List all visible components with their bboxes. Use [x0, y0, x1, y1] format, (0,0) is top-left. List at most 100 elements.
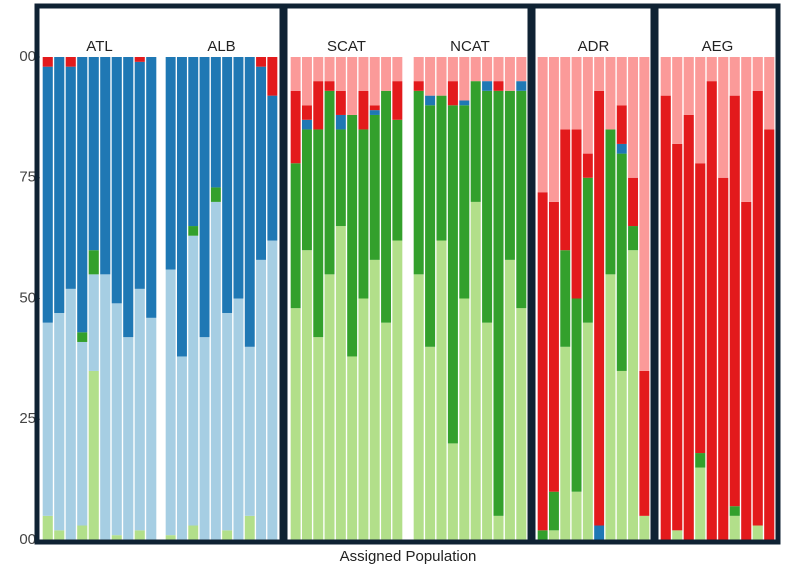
bar-segment — [493, 81, 504, 91]
bar-segment — [660, 57, 671, 96]
bar-segment — [695, 57, 706, 164]
bar-segment — [267, 57, 278, 96]
bar-segment — [111, 303, 122, 536]
bar-segment — [447, 105, 458, 444]
bar-segment — [548, 491, 559, 531]
bar-segment — [347, 57, 358, 115]
bar-segment — [628, 226, 639, 251]
panel-label: ALB — [207, 38, 235, 55]
bar-segment — [729, 95, 740, 507]
bar-segment — [65, 66, 76, 289]
bar-segment — [244, 346, 255, 516]
bar-segment — [324, 274, 335, 540]
bar-segment — [764, 57, 775, 130]
bar-segment — [210, 201, 221, 540]
bar-segment — [718, 57, 729, 178]
bar-segment — [392, 81, 403, 120]
bar-segment — [42, 515, 53, 540]
bar-segment — [594, 525, 605, 540]
bar-segment — [301, 119, 312, 130]
bar-segment — [571, 491, 582, 540]
bar-segment — [548, 57, 559, 202]
bar-segment — [571, 57, 582, 130]
bar-segment — [335, 114, 346, 130]
bar-segment — [459, 105, 470, 299]
y-tick-label: 00 — [19, 531, 36, 548]
bar-segment — [628, 177, 639, 227]
bar-segment — [146, 317, 157, 540]
bar-segment — [358, 298, 369, 540]
bar-segment — [571, 129, 582, 299]
bar-segment — [335, 226, 346, 541]
bar-segment — [729, 515, 740, 540]
bar-segment — [672, 530, 683, 540]
bar-segment — [741, 57, 752, 202]
bar-segment — [628, 250, 639, 540]
bar-segment — [560, 250, 571, 347]
bar-segment — [335, 90, 346, 115]
bar-segment — [695, 467, 706, 540]
bar-segment — [313, 81, 324, 130]
panel-box — [653, 3, 781, 545]
bar-segment — [176, 57, 187, 357]
bar-segment — [616, 105, 627, 144]
bar-segment — [54, 312, 65, 531]
bar-segment — [413, 90, 424, 275]
bar-segment — [267, 95, 278, 241]
bar-segment — [482, 90, 493, 323]
bar-segment — [222, 530, 233, 540]
bar-segment — [54, 57, 65, 313]
bar-segment — [222, 312, 233, 531]
bar-segment — [369, 57, 380, 106]
bar-segment — [683, 57, 694, 115]
bar-segment — [425, 57, 436, 96]
bar-segment — [77, 341, 88, 526]
bar-segment — [470, 201, 481, 540]
panel-box — [34, 3, 285, 545]
bar-segment — [582, 177, 593, 323]
bar-segment — [369, 114, 380, 260]
bar-segment — [482, 322, 493, 540]
bar-segment — [639, 57, 650, 371]
bar-segment — [233, 57, 244, 299]
panel-label: AEG — [702, 38, 734, 55]
bar-segment — [413, 57, 424, 82]
bar-segment — [516, 57, 527, 82]
bar-segment — [695, 163, 706, 454]
bar-segment — [605, 57, 616, 130]
bar-segment — [210, 187, 221, 202]
panel-label: ADR — [578, 38, 610, 55]
bar-segment — [290, 163, 301, 309]
bar-segment — [447, 57, 458, 82]
bar-segment — [165, 269, 176, 536]
bar-segment — [290, 57, 301, 91]
bar-segment — [447, 81, 458, 106]
bar-segment — [470, 57, 481, 82]
bar-segment — [233, 298, 244, 540]
bar-segment — [111, 535, 122, 540]
bar-segment — [335, 57, 346, 91]
bar-segment — [134, 288, 145, 531]
bar-segment — [660, 95, 671, 540]
bar-segment — [77, 525, 88, 540]
bar-segment — [88, 57, 99, 251]
bar-segment — [347, 356, 358, 540]
bar-segment — [100, 274, 111, 540]
bar-segment — [516, 90, 527, 309]
bar-segment — [54, 530, 65, 540]
bar-segment — [381, 57, 392, 91]
bar-segment — [65, 57, 76, 67]
bar-segment — [436, 57, 447, 96]
bar-segment — [470, 81, 481, 202]
bar-segment — [482, 81, 493, 91]
bar-segment — [436, 240, 447, 541]
y-tick-label: 75 — [19, 169, 36, 186]
bar-segment — [369, 105, 380, 111]
bar-segment — [88, 274, 99, 371]
bar-segment — [718, 177, 729, 540]
bar-segment — [301, 250, 312, 540]
bar-segment — [392, 119, 403, 241]
bar-segment — [706, 57, 717, 82]
bar-segment — [42, 66, 53, 323]
bar-segment — [165, 57, 176, 270]
